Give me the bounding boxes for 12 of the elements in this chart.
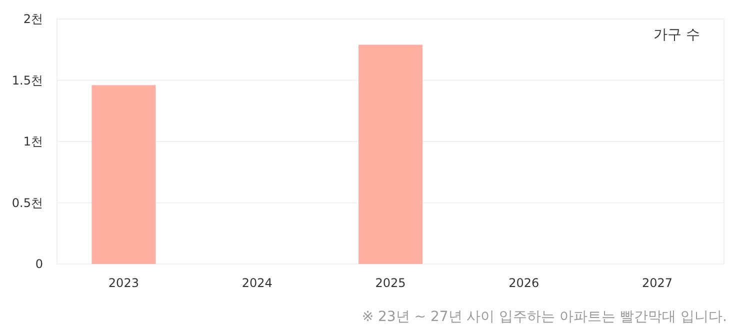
x-tick-label: 2024 xyxy=(242,276,272,290)
x-tick-label: 2023 xyxy=(108,276,139,290)
text: ※ 23년 ~ 27년 사이 입주하는 아파트는 빨간막대 입니다. xyxy=(362,309,727,325)
y-tick-label: 1.5천 xyxy=(12,73,43,88)
y-tick-label: 0 xyxy=(35,257,43,272)
y-tick-label: 0.5천 xyxy=(12,196,43,210)
x-tick-label: 2025 xyxy=(375,276,406,290)
text: 가구 수 xyxy=(654,27,700,43)
x-tick-label: 2026 xyxy=(508,276,540,290)
y-tick-label: 2천 xyxy=(23,12,43,26)
x-tick-label: 2027 xyxy=(642,276,673,290)
y-tick-label: 1천 xyxy=(23,134,43,149)
